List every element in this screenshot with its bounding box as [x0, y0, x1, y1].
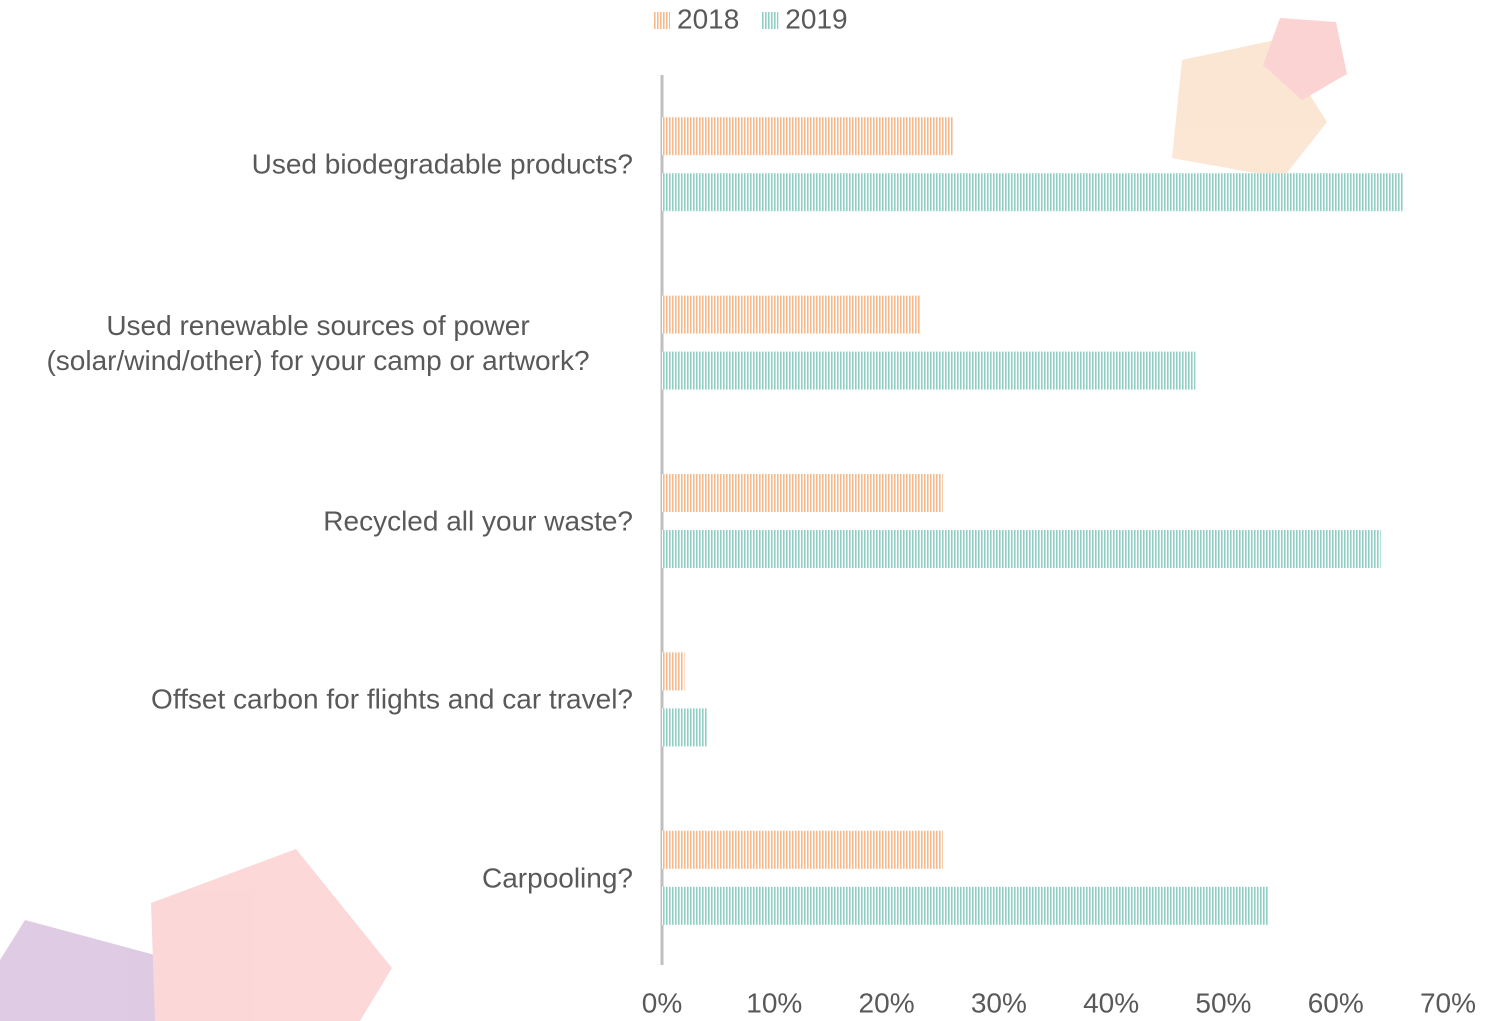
x-tick-label: 50% [1195, 987, 1251, 1018]
bar [662, 296, 920, 334]
bar [662, 117, 954, 155]
bar [662, 352, 1195, 390]
x-tick-label: 10% [746, 987, 802, 1018]
legend-swatch [653, 12, 670, 29]
bar [662, 887, 1268, 925]
chart: 0% 10% 20% 30% 40% 50% 60% 70% 2018 2019 [0, 0, 1511, 1021]
y-tick-label: Recycled all your waste? [323, 504, 633, 539]
x-tick-label: 30% [971, 987, 1027, 1018]
bar [662, 831, 943, 869]
x-tick-label: 60% [1308, 987, 1364, 1018]
bar [662, 173, 1403, 211]
bar [662, 474, 943, 512]
x-tick-label: 40% [1083, 987, 1139, 1018]
legend-label: 2019 [785, 3, 847, 34]
y-tick-label: Used biodegradable products? [252, 147, 633, 182]
page: 0%10%20%30%40%50%60%70%20182019 (() => {… [0, 0, 1511, 1021]
x-tick-label: 70% [1420, 987, 1476, 1018]
bar [662, 708, 707, 746]
legend-label: 2018 [677, 3, 739, 34]
x-tick-label: 20% [859, 987, 915, 1018]
bar [662, 652, 684, 690]
y-tick-label: Carpooling? [482, 860, 633, 895]
x-tick-label: 0% [642, 987, 682, 1018]
decoration [0, 18, 1347, 1021]
y-tick-label: Offset carbon for flights and car travel… [151, 682, 633, 717]
legend-swatch [761, 12, 778, 29]
bar [662, 530, 1381, 568]
y-tick-label: Used renewable sources of power (solar/w… [3, 308, 633, 378]
